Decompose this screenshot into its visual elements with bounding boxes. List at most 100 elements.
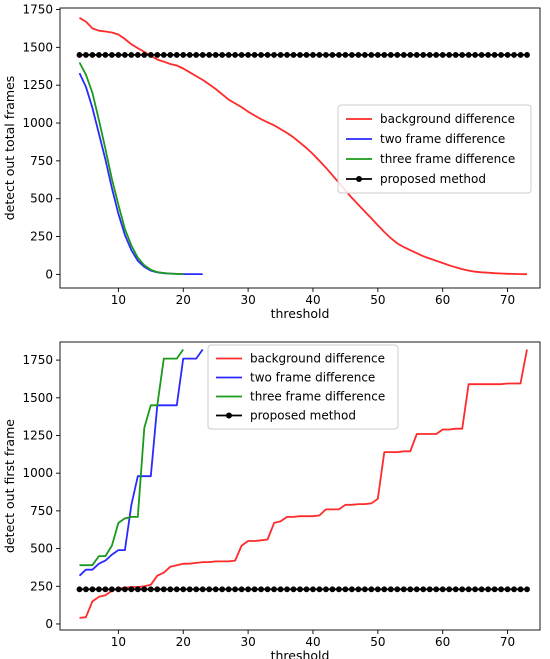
data-point [238,52,245,58]
legend-label: three frame difference [250,390,385,404]
data-point [121,586,128,593]
data-point [173,586,180,593]
data-point [316,52,323,58]
data-point [329,52,336,58]
x-tick-label: 20 [176,293,191,307]
data-point [433,52,440,58]
data-point [258,52,264,58]
series-two-frame-difference [78,72,203,276]
data-point [387,586,394,593]
series-proposed-method [76,586,530,593]
data-point [374,52,381,58]
data-point [472,586,479,593]
data-point [446,52,453,58]
data-point [134,586,141,593]
data-point [167,586,174,593]
data-point [381,586,388,593]
data-point [355,586,362,593]
data-point [323,586,329,593]
x-tick-label: 40 [305,635,320,649]
legend-label: background difference [380,112,515,126]
data-point [524,586,530,593]
data-point [511,586,517,593]
data-point [420,52,427,58]
y-tick-label: 500 [30,542,53,556]
data-point [128,586,135,593]
data-point [491,586,498,593]
y-tick-label: 1000 [22,116,53,130]
x-tick-label: 60 [435,635,450,649]
data-point [413,586,420,593]
legend-marker [356,176,362,182]
legend-label: proposed method [250,409,356,423]
y-tick-label: 1500 [22,40,53,54]
data-point [355,52,362,58]
legend-label: background difference [250,352,385,366]
data-point [394,586,401,593]
data-point [511,52,517,58]
data-point [400,586,407,593]
data-point [245,52,252,58]
data-point [433,586,440,593]
y-tick-label: 1000 [22,466,53,480]
series-three-frame-difference [78,62,184,275]
data-point [504,52,511,58]
data-point [485,586,492,593]
data-point [387,52,394,58]
data-point [134,52,141,58]
data-point [108,52,115,58]
data-point [290,586,297,593]
data-point [297,52,303,58]
data-point [284,52,290,58]
data-point [186,52,193,58]
data-point [452,586,459,593]
data-point [504,586,511,593]
series-line [79,349,528,619]
data-point [498,52,504,58]
data-point [420,586,427,593]
x-tick-label: 70 [500,293,515,307]
data-point [141,52,148,58]
data-point [478,52,485,58]
y-tick-label: 750 [30,504,53,518]
data-point [465,52,472,58]
data-point [446,586,453,593]
data-point [225,586,232,593]
plot-area-frame [59,7,541,289]
data-point [180,586,187,593]
data-point [491,52,498,58]
legend-marker [226,412,232,419]
x-tick-label: 10 [111,293,126,307]
data-point [498,586,504,593]
data-point [232,52,239,58]
y-tick-label: 1750 [22,353,53,367]
data-point [154,586,161,593]
data-point [76,586,83,593]
data-point [147,586,154,593]
y-tick-label: 1250 [22,428,53,442]
data-point [160,586,167,593]
y-tick-label: 250 [30,230,53,244]
chart-first-frame: 10 20 30 40 50 60 70 0 250 500 750 1000 1250 1500 1750… [2,341,541,659]
data-point [160,52,167,58]
data-point [361,586,368,593]
data-point [199,52,206,58]
data-point [251,586,258,593]
data-point [212,52,219,58]
data-point [426,52,433,58]
series-line [79,17,528,276]
data-point [284,586,290,593]
data-point [264,52,271,58]
data-point [225,52,232,58]
data-point [407,52,414,58]
data-point [102,586,109,593]
data-point [167,52,174,58]
data-point [517,52,524,58]
data-point [472,52,479,58]
data-point [212,586,219,593]
legend-label: three frame difference [380,152,515,166]
series-background-difference [79,349,528,619]
data-point [186,586,193,593]
data-point [394,52,401,58]
x-axis-label: threshold [271,648,330,659]
